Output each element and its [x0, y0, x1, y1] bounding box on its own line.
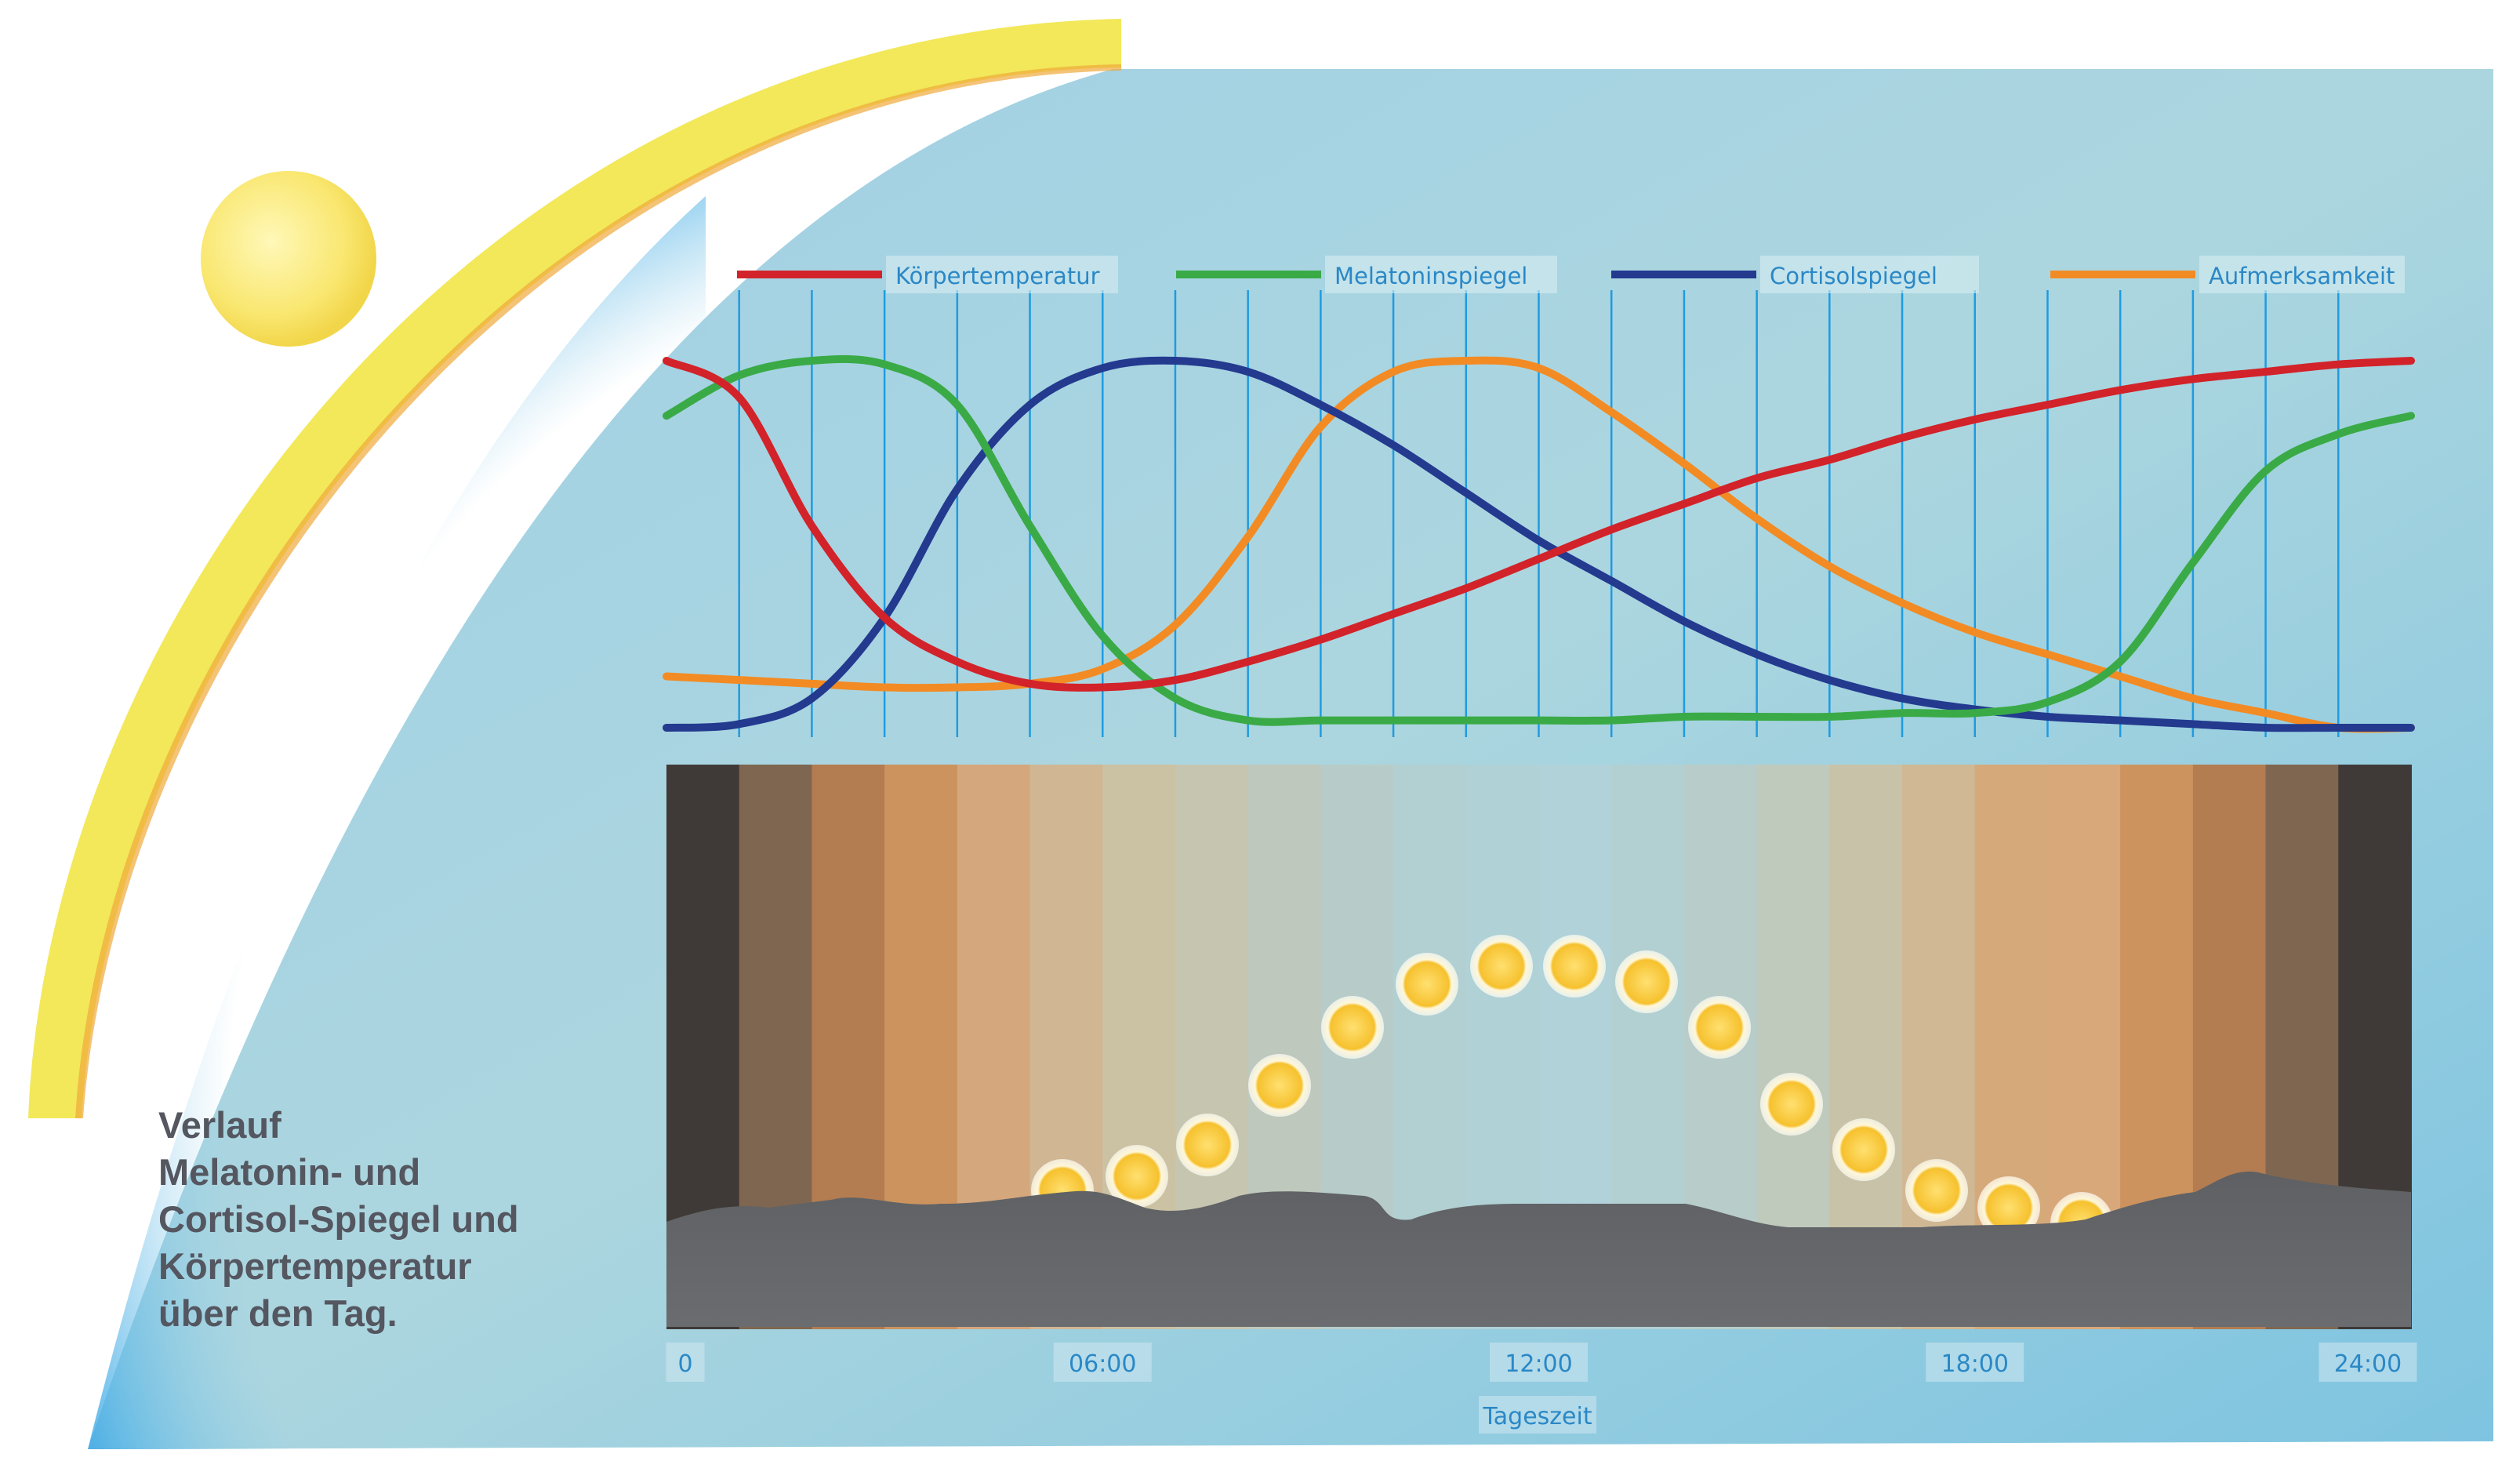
landscape-silhouette [666, 1172, 2411, 1327]
x-axis-label-bg [1479, 1396, 1596, 1434]
sun-position-dot [1832, 1118, 1895, 1181]
legend-label-bg [2199, 256, 2405, 293]
x-tick-label: 06:00 [1069, 1350, 1136, 1378]
sun-position-dot [1905, 1159, 1968, 1222]
x-tick-label: 12:00 [1505, 1350, 1572, 1378]
sun-position-dot [1470, 935, 1533, 998]
x-tick-label-bg [666, 1343, 705, 1382]
x-tick-label: 0 [677, 1350, 692, 1378]
series-layer [663, 354, 2415, 733]
legend-label-bg [1760, 256, 1979, 293]
sun-position-dot [1760, 1073, 1823, 1136]
x-tick-label-bg [1053, 1343, 1152, 1382]
sun-position-dot [1688, 996, 1751, 1059]
sun-position-dot [1248, 1054, 1311, 1117]
sun-icon [201, 171, 376, 347]
chart-title: Verlauf Melatonin- und Cortisol-Spiegel … [158, 1104, 519, 1334]
sun-position-dot [1615, 950, 1678, 1013]
legend-label: Aufmerksamkeit [2209, 263, 2395, 289]
legend-label: Cortisolspiegel [1770, 263, 1937, 289]
x-tick-label-bg [2318, 1343, 2417, 1382]
x-tick-label-bg [1490, 1343, 1588, 1382]
legend-label: Körpertemperatur [895, 263, 1100, 289]
legend-label-bg [1325, 256, 1557, 293]
sun-position-dot [1543, 935, 1606, 998]
sun-path [1031, 935, 2113, 1255]
sun-position-dot [1176, 1114, 1239, 1176]
series-line-melatonin [663, 354, 2415, 726]
legend-label-bg [886, 256, 1118, 293]
sun-arc [28, 19, 1121, 1118]
x-tick-label: 24:00 [2334, 1350, 2402, 1378]
series-line-koerpertemperatur [663, 357, 2415, 692]
x-axis-label: Tageszeit [1482, 1403, 1592, 1430]
x-axis-ticks: 0 06:00 12:00 18:00 24:00 [666, 1343, 2417, 1382]
sun-position-dot [1977, 1176, 2040, 1239]
legend-label: Melatoninspiegel [1334, 263, 1527, 289]
arc-glow [88, 196, 706, 1449]
x-tick-label-bg [1926, 1343, 2024, 1382]
x-tick-label: 18:00 [1941, 1350, 2009, 1378]
series-line-cortisol [663, 356, 2415, 732]
sun-position-dot [1106, 1145, 1168, 1208]
sun-position-dot [1321, 996, 1384, 1059]
legend: Körpertemperatur Melatoninspiegel Cortisol… [737, 256, 2405, 293]
sun-position-dot [1396, 953, 1458, 1016]
